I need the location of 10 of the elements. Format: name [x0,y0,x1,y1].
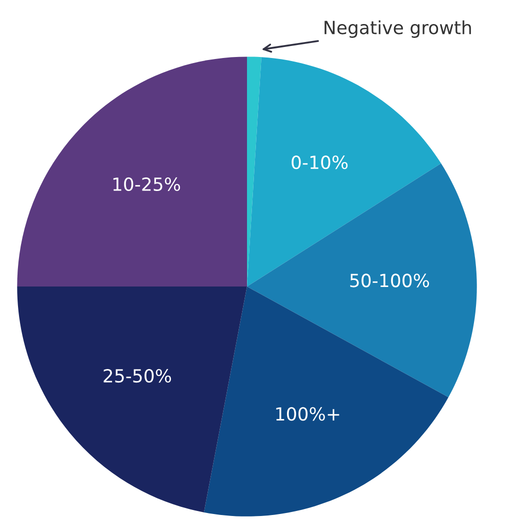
pie-slice [17,286,247,512]
slice-label: 50-100% [350,274,429,288]
pie-slice [17,56,247,287]
slice-label: Negative growth [324,20,471,38]
pie-slice [204,286,448,516]
slice-label: 0-10% [292,155,348,170]
slice-label: 100%+ [276,407,340,421]
pie-slice [247,57,442,287]
slice-label: 25-50% [104,368,172,383]
slice-label: 10-25% [113,177,180,192]
